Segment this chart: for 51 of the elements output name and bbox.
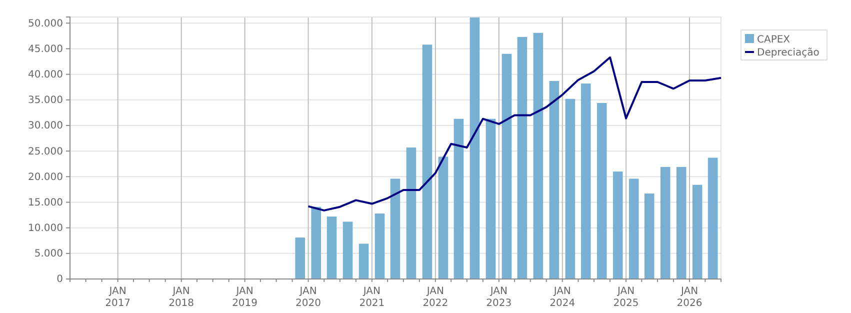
bar (549, 80, 560, 279)
y-tick-label: 45.000 (28, 44, 63, 55)
x-tick-label: JAN 2017 (105, 286, 131, 309)
y-tick-label: 10.000 (28, 223, 63, 234)
y-tick-label: 25.000 (28, 146, 63, 158)
bar (502, 54, 512, 279)
bar (390, 178, 400, 279)
bar (708, 158, 718, 279)
bar (295, 238, 306, 279)
x-tick-label: JAN 2024 (550, 286, 576, 309)
bar (438, 156, 448, 279)
legend-label: CAPEX (757, 34, 790, 46)
y-tick-label: 40.000 (28, 70, 63, 81)
legend-label: Depreciação (757, 48, 820, 58)
x-tick-label: JAN 2022 (422, 286, 448, 309)
bar (660, 166, 670, 279)
bar (612, 172, 623, 279)
y-tick-label: 30.000 (28, 120, 63, 132)
bar (676, 166, 686, 279)
y-tick-label: 0 (56, 274, 63, 286)
x-tick-label: JAN 2020 (296, 286, 322, 309)
bar (422, 44, 432, 279)
bar (326, 216, 337, 279)
x-tick-label: JAN 2025 (613, 286, 639, 309)
bar (374, 214, 385, 279)
bar (580, 84, 591, 279)
line-series (307, 56, 722, 212)
bar (596, 102, 607, 279)
bar (342, 222, 353, 279)
bar (517, 36, 528, 279)
y-tick-label: 15.000 (28, 197, 63, 208)
bar (406, 147, 416, 279)
bar (486, 118, 496, 279)
bar (692, 184, 702, 279)
x-tick-label: JAN 2021 (359, 286, 385, 309)
x-tick-label: JAN 2018 (168, 286, 194, 309)
bar (454, 118, 464, 279)
bar (628, 178, 639, 279)
bar (533, 32, 544, 279)
y-tick-label: 35.000 (28, 95, 63, 106)
x-tick-label: JAN 2026 (676, 286, 702, 309)
bar (358, 244, 369, 279)
y-tick-label: 20.000 (28, 172, 63, 183)
bar (470, 18, 480, 279)
bar (565, 98, 576, 279)
bar (644, 194, 654, 279)
bar (311, 206, 322, 279)
x-tick-label: JAN 2023 (486, 286, 512, 309)
y-tick-label: 50.000 (28, 18, 63, 30)
y-tick-label: 5.000 (34, 248, 63, 260)
x-tick-label: JAN 2019 (232, 286, 258, 309)
